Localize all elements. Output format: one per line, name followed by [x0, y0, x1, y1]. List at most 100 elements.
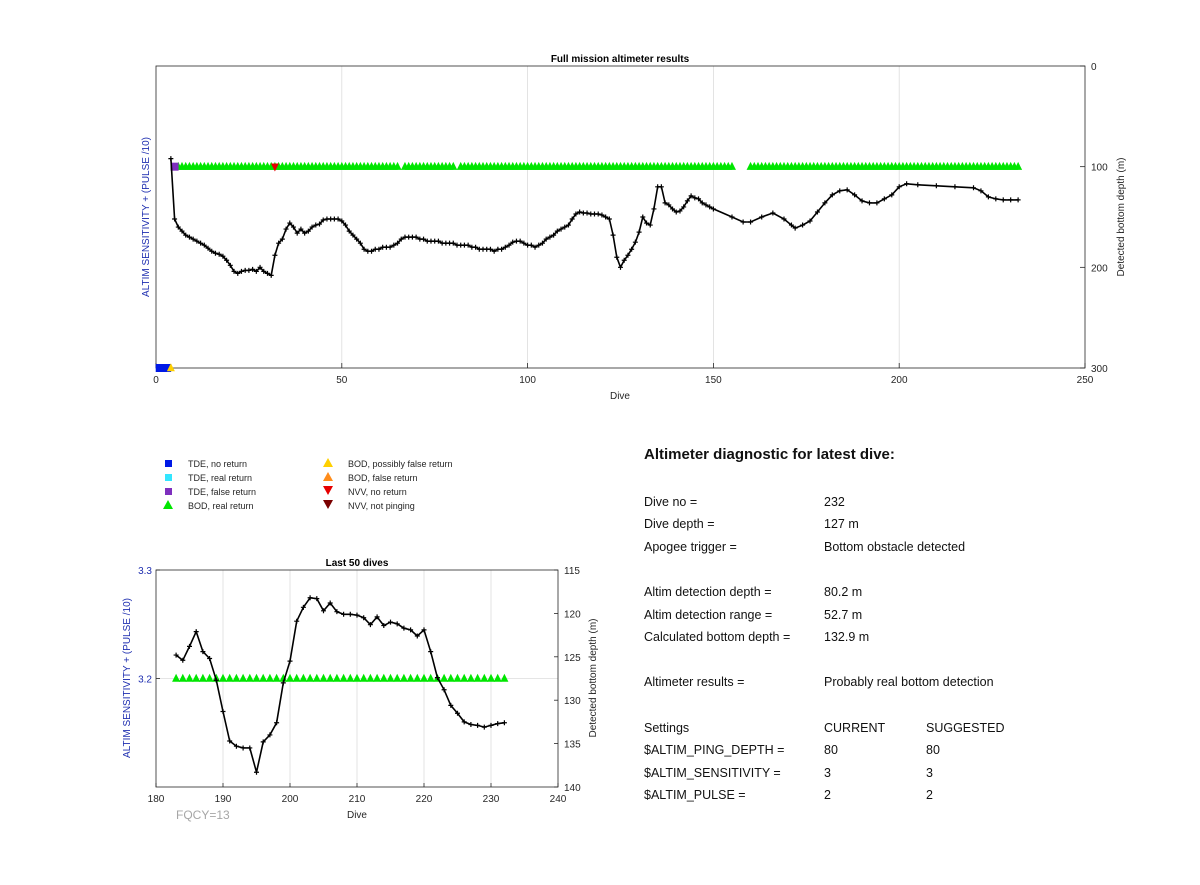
data-point	[205, 245, 211, 251]
data-point	[618, 264, 623, 270]
marker-bod-real-return	[446, 673, 455, 682]
marker-bod-real-return	[198, 673, 207, 682]
legend: TDE, no return TDE, real return TDE, fal…	[160, 458, 520, 518]
marker-bod-real-return	[219, 673, 227, 682]
triangle-up-icon	[163, 500, 173, 510]
data-point	[573, 211, 579, 217]
data-point	[408, 627, 414, 633]
data-point	[971, 185, 977, 191]
data-point	[455, 710, 460, 716]
x-tick-label: 250	[1077, 375, 1094, 386]
data-point	[357, 240, 363, 246]
marker-bod-real-return	[326, 673, 335, 682]
data-point	[558, 226, 564, 232]
square-icon	[164, 488, 172, 496]
data-point	[235, 270, 241, 276]
data-point	[681, 204, 687, 210]
data-point	[837, 188, 843, 194]
marker-bod-real-return	[406, 673, 415, 682]
data-point	[532, 244, 538, 250]
y-tick-label: 200	[1091, 263, 1108, 274]
marker-bod-real-return	[487, 673, 495, 682]
data-point	[788, 222, 794, 228]
diagnostic-title: Altimeter diagnostic for latest dive:	[644, 446, 895, 463]
data-point	[677, 208, 683, 214]
data-point	[250, 266, 256, 272]
data-point	[807, 218, 813, 224]
data-point	[792, 225, 798, 231]
status-markers	[155, 161, 1023, 372]
data-point	[468, 722, 474, 728]
data-point	[985, 194, 991, 200]
data-point	[1000, 197, 1006, 203]
data-point	[729, 214, 735, 220]
y-left-tick-label: 3.2	[138, 675, 152, 686]
marker-bod-real-return	[232, 673, 241, 682]
frequency-annotation: FQCY=13	[176, 808, 230, 822]
marker-bod-real-return	[299, 673, 308, 682]
marker-bod-real-return	[185, 673, 194, 682]
data-point	[274, 720, 280, 726]
legend-item-tde-no-return: TDE, no return	[160, 458, 247, 471]
data-point	[510, 239, 516, 245]
data-point	[852, 192, 858, 198]
x-tick-label: 0	[153, 375, 159, 386]
data-point	[183, 232, 189, 238]
data-point	[696, 196, 702, 202]
data-point	[194, 238, 200, 244]
marker-bod-real-return	[319, 673, 328, 682]
data-point	[543, 236, 549, 242]
legend-item-bod-possibly-false: BOD, possibly false return	[320, 458, 453, 471]
data-point	[475, 722, 481, 728]
x-tick-label: 150	[705, 375, 722, 386]
data-point	[387, 244, 393, 250]
marker-bod-real-return	[480, 673, 489, 682]
data-point	[401, 625, 407, 631]
marker-bod-real-return	[286, 673, 294, 682]
data-point	[584, 210, 590, 216]
data-point	[644, 220, 650, 226]
data-point	[673, 209, 679, 215]
data-point	[874, 200, 880, 206]
marker-bod-real-return	[312, 673, 321, 682]
marker-nvv-no-return	[270, 163, 279, 172]
data-point	[253, 268, 259, 274]
data-point	[201, 242, 207, 248]
data-point	[740, 219, 746, 225]
data-point	[528, 242, 534, 248]
data-point	[952, 184, 958, 190]
data-point	[461, 719, 467, 725]
marker-bod-real-return	[440, 673, 449, 682]
data-point	[603, 214, 609, 220]
data-point	[640, 214, 646, 220]
marker-bod-real-return	[386, 673, 395, 682]
data-point	[283, 226, 289, 232]
data-point	[993, 196, 999, 202]
data-point	[978, 188, 984, 194]
marker-bod-real-return	[366, 673, 375, 682]
y-axis-left-label: ALTIM SENSITIVITY + (PULSE /10)	[122, 598, 133, 758]
x-gridlines	[341, 66, 900, 368]
data-point	[450, 240, 456, 246]
data-point	[517, 238, 523, 244]
data-point	[896, 184, 902, 190]
square-icon	[164, 474, 172, 482]
data-point	[207, 656, 213, 662]
triangle-down-icon	[323, 486, 333, 496]
data-point	[562, 224, 568, 230]
data-point	[186, 234, 192, 240]
data-point	[448, 702, 454, 708]
data-point	[692, 195, 698, 201]
data-point	[684, 198, 690, 204]
data-point	[632, 239, 638, 245]
data-point	[707, 204, 713, 210]
data-point	[294, 230, 300, 236]
data-point	[187, 643, 192, 649]
marker-bod-real-return	[426, 673, 435, 682]
data-point	[220, 253, 226, 259]
marker-bod-real-return	[346, 673, 355, 682]
data-point	[257, 264, 263, 270]
marker-bod-real-return	[413, 673, 422, 682]
marker-bod-real-return	[225, 673, 234, 682]
marker-bod-real-return	[493, 673, 502, 682]
